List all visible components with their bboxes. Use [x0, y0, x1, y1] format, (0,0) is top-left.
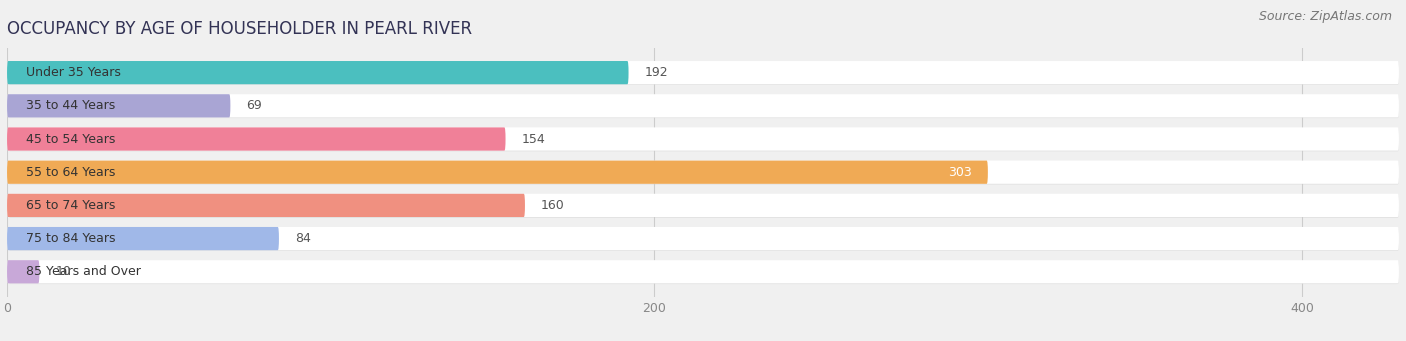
FancyBboxPatch shape: [7, 94, 231, 117]
Text: 303: 303: [948, 166, 972, 179]
FancyBboxPatch shape: [7, 227, 1399, 250]
Text: Source: ZipAtlas.com: Source: ZipAtlas.com: [1258, 10, 1392, 23]
FancyBboxPatch shape: [7, 161, 988, 184]
FancyBboxPatch shape: [8, 261, 1399, 284]
FancyBboxPatch shape: [7, 194, 1399, 217]
Text: 192: 192: [645, 66, 668, 79]
FancyBboxPatch shape: [7, 61, 628, 84]
Text: 75 to 84 Years: 75 to 84 Years: [27, 232, 115, 245]
Text: 154: 154: [522, 133, 546, 146]
FancyBboxPatch shape: [8, 161, 1399, 184]
Text: 55 to 64 Years: 55 to 64 Years: [27, 166, 115, 179]
FancyBboxPatch shape: [7, 161, 1399, 184]
Text: 65 to 74 Years: 65 to 74 Years: [27, 199, 115, 212]
Text: 84: 84: [295, 232, 311, 245]
FancyBboxPatch shape: [7, 227, 278, 250]
Text: 69: 69: [246, 99, 263, 112]
FancyBboxPatch shape: [8, 194, 1399, 218]
FancyBboxPatch shape: [8, 228, 1399, 251]
FancyBboxPatch shape: [7, 194, 524, 217]
Text: 45 to 54 Years: 45 to 54 Years: [27, 133, 115, 146]
Text: 35 to 44 Years: 35 to 44 Years: [27, 99, 115, 112]
FancyBboxPatch shape: [7, 260, 39, 283]
FancyBboxPatch shape: [8, 62, 1399, 85]
FancyBboxPatch shape: [7, 128, 506, 151]
FancyBboxPatch shape: [7, 128, 1399, 151]
Text: 160: 160: [541, 199, 565, 212]
FancyBboxPatch shape: [8, 95, 1399, 118]
Text: 10: 10: [56, 265, 72, 278]
FancyBboxPatch shape: [8, 128, 1399, 151]
Text: OCCUPANCY BY AGE OF HOUSEHOLDER IN PEARL RIVER: OCCUPANCY BY AGE OF HOUSEHOLDER IN PEARL…: [7, 20, 472, 38]
Text: Under 35 Years: Under 35 Years: [27, 66, 121, 79]
Text: 85 Years and Over: 85 Years and Over: [27, 265, 142, 278]
FancyBboxPatch shape: [7, 94, 1399, 117]
FancyBboxPatch shape: [7, 61, 1399, 84]
FancyBboxPatch shape: [7, 260, 1399, 283]
